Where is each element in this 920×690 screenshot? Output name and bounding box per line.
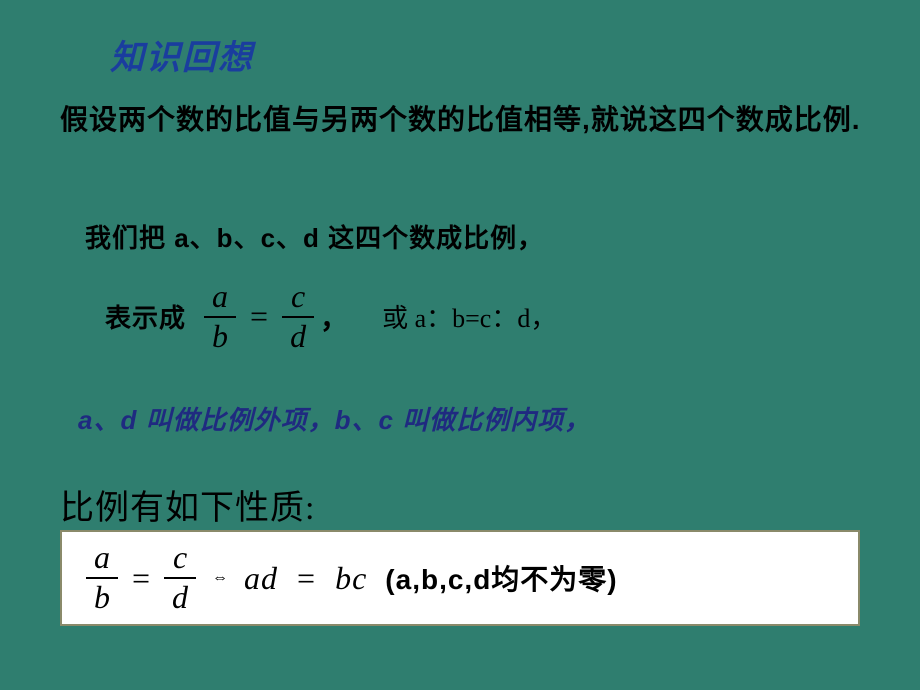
slide: 知识回想 假设两个数的比值与另两个数的比值相等,就说这四个数成比例. 我们把 a… [0, 0, 920, 690]
property-box: a b = c d ⇔ ad = bc (a,b,c,d均不为零) [60, 530, 860, 626]
fraction-equation: a b = c d [204, 280, 314, 353]
definition-text: 假设两个数的比值与另两个数的比值相等,就说这四个数成比例. [60, 100, 880, 141]
fraction-left-num: a [204, 280, 236, 316]
product-left: ad [244, 560, 278, 596]
trailing-comma: ， [320, 297, 348, 337]
prop-frac-right-den: d [164, 577, 196, 615]
section-title: 知识回想 [110, 30, 254, 79]
prop-frac-right-num: c [165, 541, 195, 577]
prop-equals-1: = [132, 560, 150, 597]
iff-symbol: ⇔ [212, 569, 228, 587]
equals-sign: = [250, 298, 268, 335]
prop-fraction-right: c d [164, 541, 196, 614]
proportion-statement: 我们把 a、b、c、d 这四个数成比例， [85, 218, 544, 255]
product-equation: ad = bc [244, 560, 367, 597]
terms-definition: a、d 叫做比例外项，b、c 叫做比例内项， [78, 400, 591, 437]
property-heading: 比例有如下性质: [60, 480, 315, 529]
fraction-right: c d [282, 280, 314, 353]
expression-label: 表示成 [105, 298, 186, 335]
alt-form-label: 或 a：b=c：d， [382, 298, 556, 335]
fraction-right-num: c [283, 280, 313, 316]
product-right: bc [335, 560, 367, 596]
expression-row: 表示成 a b = c d ， 或 a：b=c：d， [105, 280, 556, 353]
nonzero-note: (a,b,c,d均不为零) [385, 558, 617, 598]
prop-fraction-left: a b [86, 541, 118, 614]
fraction-left: a b [204, 280, 236, 353]
fraction-left-den: b [204, 316, 236, 354]
prop-frac-left-num: a [86, 541, 118, 577]
prop-frac-left-den: b [86, 577, 118, 615]
prop-equals-2: = [297, 560, 316, 596]
fraction-right-den: d [282, 316, 314, 354]
property-fraction-eq: a b = c d [86, 541, 196, 614]
